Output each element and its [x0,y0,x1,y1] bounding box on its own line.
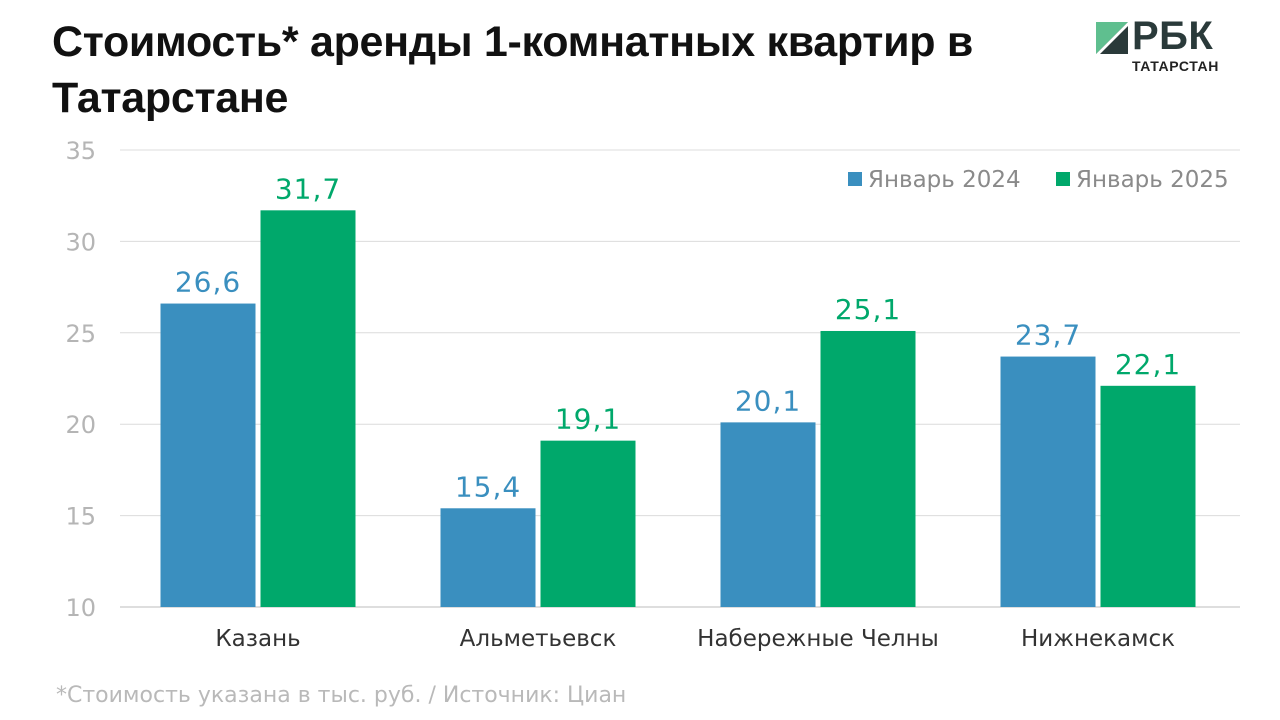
logo-brand-text: РБК [1132,14,1214,58]
y-tick-label: 20 [65,411,96,439]
y-tick-label: 15 [65,503,96,531]
footnote: *Стоимость указана в тыс. руб. / Источни… [56,683,627,708]
data-label: 26,6 [175,266,241,299]
data-label: 22,1 [1115,348,1181,381]
rbc-tatarstan-logo: РБК ТАТАРСТАН [1096,14,1236,80]
logo-region-text: ТАТАРСТАН [1132,58,1219,74]
y-tick-label: 30 [65,228,96,256]
x-tick-label: Набережные Челны [697,626,939,652]
rbc-logo-mark-icon [1096,22,1128,54]
y-tick-label: 25 [65,320,96,348]
legend-swatch [848,172,862,186]
data-label: 23,7 [1015,319,1081,352]
chart-title: Стоимость* аренды 1-комнатных квартир в … [52,18,973,122]
bar-2024 [160,303,256,607]
bar-2025 [540,440,636,607]
data-label: 25,1 [835,293,901,326]
data-label: 15,4 [455,470,521,503]
x-tick-label: Альметьевск [460,626,617,652]
bar-chart: 10 15 20 25 30 35 26,6 31,7 Казань 15,4 19,1 Альмет… [65,137,1240,652]
bar-2025 [820,330,916,607]
bar-2025 [1100,385,1196,607]
y-tick-label: 35 [65,137,96,165]
bar-2024 [720,422,816,607]
bar-2024 [440,508,536,607]
legend-label: Январь 2025 [1076,167,1229,193]
y-tick-label: 10 [65,594,96,622]
legend-swatch [1056,172,1070,186]
data-label: 20,1 [735,384,801,417]
legend-label: Январь 2024 [868,167,1021,193]
data-label: 19,1 [555,403,621,436]
bar-2024 [1000,356,1096,607]
bar-2025 [260,210,356,607]
x-tick-label: Нижнекамск [1021,626,1175,652]
x-tick-label: Казань [215,626,300,652]
data-label: 31,7 [275,172,341,205]
